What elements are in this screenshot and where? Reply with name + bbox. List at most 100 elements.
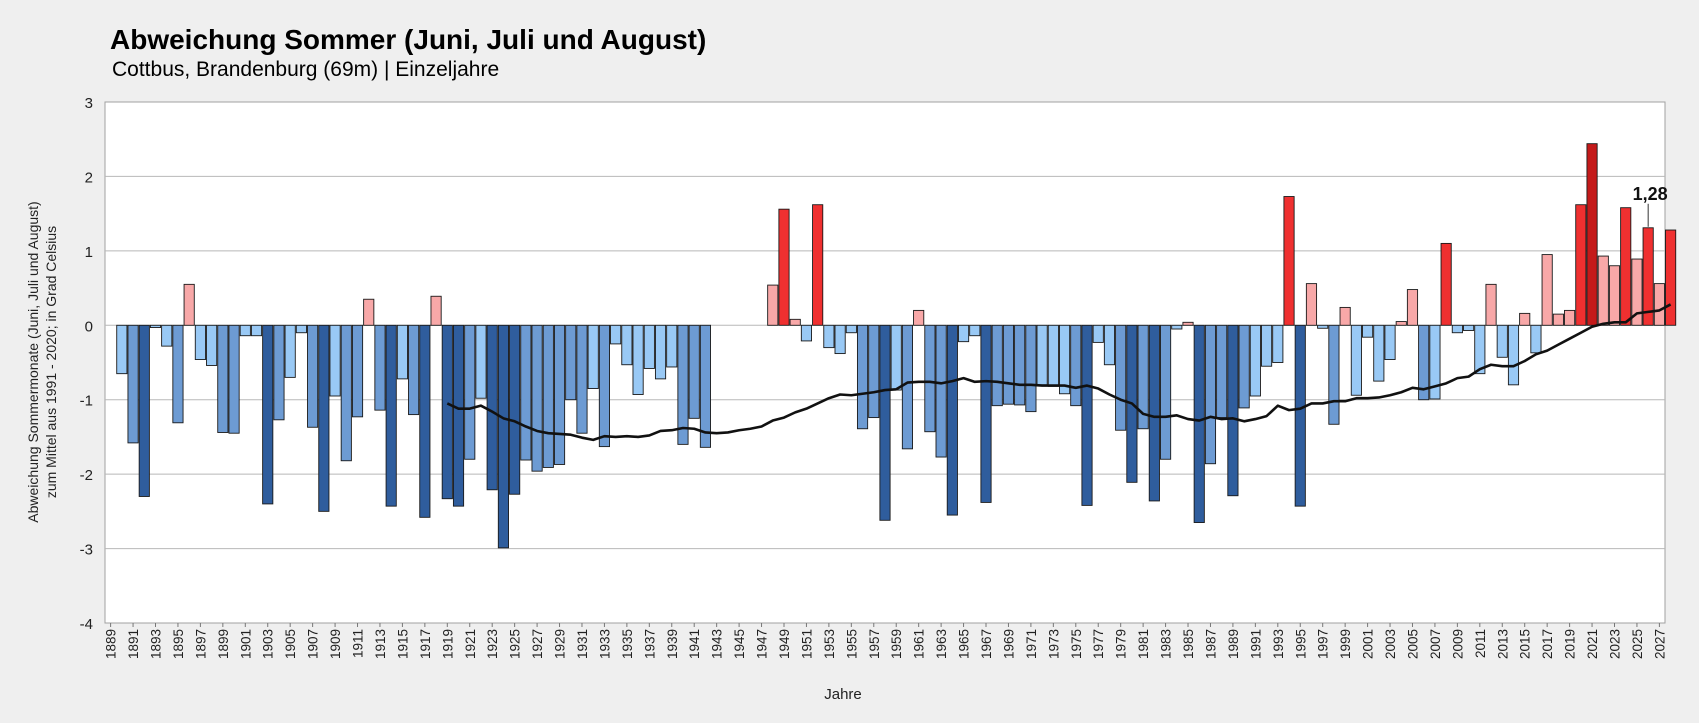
x-tick-label: 1977 <box>1091 629 1106 659</box>
x-tick-label: 1953 <box>822 629 837 659</box>
bar <box>138 324 150 497</box>
x-tick-label: 1983 <box>1159 629 1174 659</box>
x-tick-label: 1961 <box>912 629 927 659</box>
x-tick-label: 1901 <box>238 629 253 659</box>
x-tick-label: 1991 <box>1248 629 1263 659</box>
y-tick-label: 2 <box>85 169 93 186</box>
bar <box>419 324 431 518</box>
x-tick-label: 1927 <box>530 629 545 659</box>
x-tick-label: 1925 <box>508 629 523 659</box>
bar <box>643 324 655 369</box>
bar <box>879 324 891 521</box>
x-tick-label: 1939 <box>665 629 680 659</box>
x-tick-label: 2009 <box>1450 629 1465 659</box>
bar <box>351 324 364 418</box>
trend-line <box>446 303 1672 442</box>
bar <box>329 324 341 397</box>
bar <box>845 324 857 334</box>
x-tick-label: 1993 <box>1271 629 1286 659</box>
bar <box>1496 324 1508 358</box>
bar <box>1305 283 1318 326</box>
bar <box>1272 324 1284 363</box>
x-tick-label: 2007 <box>1428 629 1443 659</box>
bar <box>464 324 476 460</box>
bar <box>452 324 465 507</box>
x-tick-label: 1965 <box>957 629 972 659</box>
bar <box>239 324 251 337</box>
x-tick-label: 2021 <box>1585 629 1600 659</box>
bar <box>1070 324 1082 407</box>
bar <box>598 324 610 448</box>
x-tick-label: 1903 <box>261 629 276 659</box>
bar <box>1440 242 1452 326</box>
bar <box>1463 324 1475 331</box>
bar <box>610 324 622 345</box>
bar <box>1485 283 1497 326</box>
bar <box>1519 312 1531 326</box>
y-tick-label: -1 <box>80 393 93 410</box>
bar <box>149 324 162 328</box>
y-axis-label-line1: Abweichung Sommermonate (Juni, Juli und … <box>25 201 41 522</box>
bar <box>1059 324 1071 395</box>
bar-series <box>116 143 1677 549</box>
x-tick-label: 1973 <box>1046 629 1061 659</box>
bar <box>318 324 330 512</box>
x-tick-label: 1975 <box>1069 629 1084 659</box>
x-tick-label: 1905 <box>283 629 298 659</box>
bar <box>183 283 195 326</box>
bar <box>991 324 1003 407</box>
x-tick-label: 2011 <box>1473 629 1488 658</box>
x-tick-label: 1945 <box>732 629 747 659</box>
bar <box>374 324 386 411</box>
bar <box>1395 321 1407 326</box>
y-tick-label: 1 <box>85 244 93 261</box>
x-tick-label: 1933 <box>597 629 612 659</box>
bar <box>1137 324 1149 430</box>
x-tick-label: 1937 <box>642 629 657 659</box>
y-axis-label-line2: zum Mittel aus 1991 - 2020; in Grad Cels… <box>43 226 59 498</box>
bar <box>901 324 914 450</box>
x-tick-label: 1913 <box>373 629 388 659</box>
x-tick-label: 1893 <box>149 629 164 659</box>
bar <box>587 324 599 390</box>
x-tick-label: 1979 <box>1114 629 1129 659</box>
bar <box>654 324 667 380</box>
x-tick-label: 1921 <box>463 629 478 659</box>
bar <box>172 324 184 424</box>
chart-title: Abweichung Sommer (Juni, Juli und August… <box>110 24 707 55</box>
bar <box>307 324 319 428</box>
x-tick-label: 1931 <box>575 629 590 659</box>
bar <box>206 324 218 366</box>
bar <box>688 324 700 419</box>
bar <box>1204 324 1217 465</box>
bar <box>1328 324 1340 425</box>
y-axis-ticks: -4 -3 -2 -1 0 1 2 3 <box>80 95 93 633</box>
bar <box>1216 324 1228 419</box>
bar <box>677 324 689 445</box>
bar <box>127 324 139 444</box>
bar <box>475 324 487 399</box>
bar <box>1148 324 1160 502</box>
bar <box>1002 324 1015 405</box>
bar <box>856 324 869 430</box>
x-tick-label: 1951 <box>799 629 814 659</box>
bar <box>1092 324 1104 343</box>
bar <box>789 318 801 326</box>
x-tick-label: 2005 <box>1405 629 1420 659</box>
bar <box>1160 324 1172 460</box>
bar <box>430 295 442 326</box>
x-tick-label: 2019 <box>1563 629 1578 659</box>
bar <box>1047 324 1059 387</box>
x-tick-label: 1969 <box>1001 629 1016 659</box>
bar <box>217 324 229 433</box>
annotation: 1,28 <box>1633 184 1668 227</box>
x-tick-label: 1995 <box>1293 629 1308 659</box>
bar <box>1474 324 1486 375</box>
bar <box>1620 207 1632 326</box>
x-tick-label: 1941 <box>687 629 702 659</box>
x-tick-label: 1985 <box>1181 629 1196 659</box>
x-tick-label: 1943 <box>710 629 725 659</box>
x-tick-label: 1907 <box>306 629 321 659</box>
bar <box>520 324 532 461</box>
